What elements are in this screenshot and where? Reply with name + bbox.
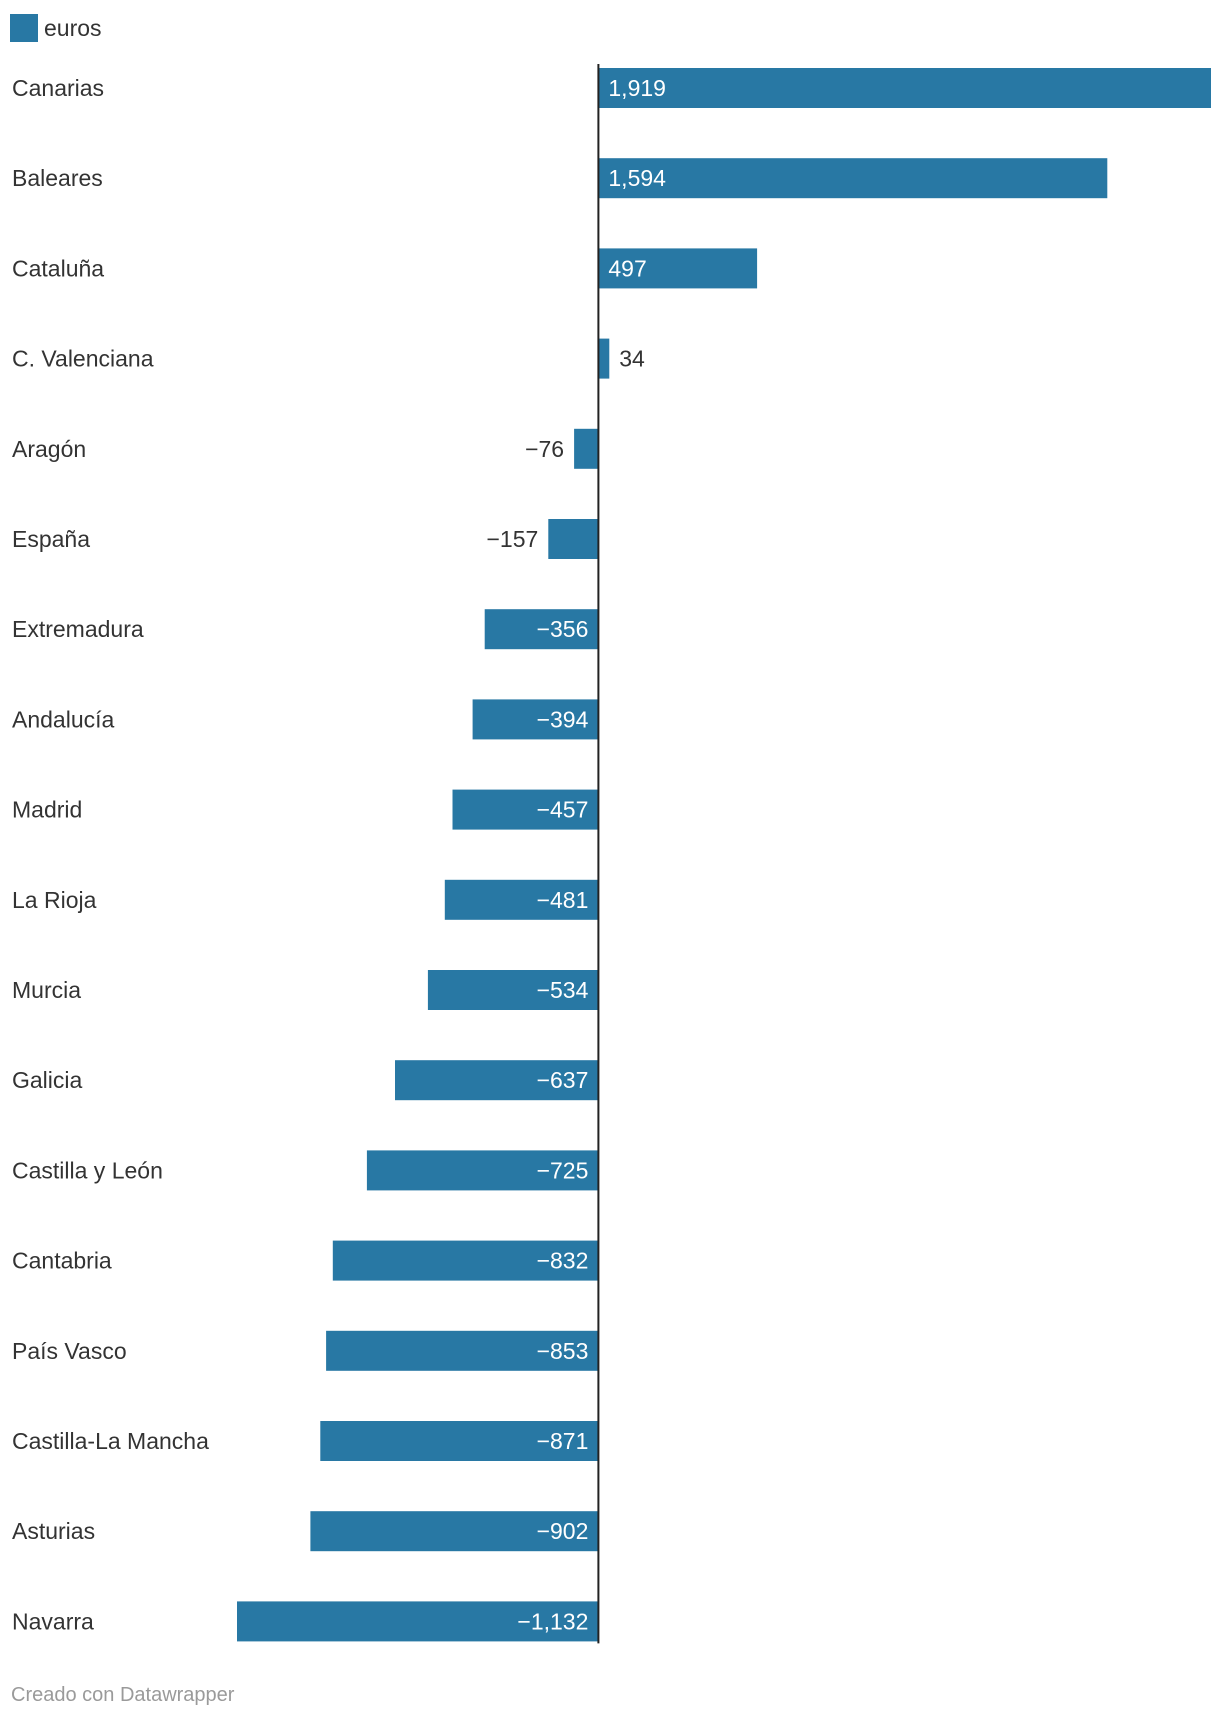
value-label-baleares: 1,594 [608,165,666,191]
bar-espana [548,519,599,559]
category-label-canarias: Canarias [12,75,104,101]
bar-galicia [395,1060,599,1101]
value-label-canarias: 1,919 [608,75,666,101]
value-label-cantabria: −832 [537,1248,589,1274]
value-label-castilla-la-mancha: −871 [537,1428,589,1454]
category-label-castilla-y-leon: Castilla y León [12,1157,163,1183]
bar-pais-vasco [326,1330,599,1371]
category-label-cataluna: Cataluña [12,255,104,281]
value-label-espana: −157 [486,526,538,552]
category-label-cantabria: Cantabria [12,1248,112,1274]
category-label-aragon: Aragón [12,436,86,462]
value-label-extremadura: −356 [537,616,589,642]
value-label-navarra: −1,132 [517,1608,588,1634]
bar-andalucia [472,699,599,740]
bar-castilla-y-leon [366,1150,599,1191]
category-label-baleares: Baleares [12,165,103,191]
bar-baleares [598,158,1108,199]
bar-aragon [574,428,599,469]
bar-canarias [598,68,1211,108]
value-label-madrid: −457 [537,797,589,823]
value-label-aragon: −76 [525,436,564,462]
bar-navarra [237,1601,599,1642]
bar-madrid [452,789,599,830]
bar-cantabria [332,1240,599,1281]
bar-cataluna [598,248,758,289]
bar-castilla-la-mancha [320,1421,599,1461]
bar-c-valenciana [598,338,610,379]
legend-label-euros: euros [44,15,102,41]
bar-extremadura [484,609,599,650]
category-labels: Canarias Baleares Cataluña C. Valenciana Ara… [12,75,209,1634]
category-label-la-rioja: La Rioja [12,887,97,913]
category-label-espana: España [12,526,90,552]
footer-credit[interactable]: Creado con Datawrapper [11,1684,235,1706]
value-labels: 1,919 1,594 497 34 −76 −157 −356 −394 −457 −481 −5… [486,75,666,1634]
value-label-galicia: −637 [537,1067,589,1093]
bar-asturias [310,1511,599,1552]
value-label-andalucia: −394 [537,706,589,732]
category-label-navarra: Navarra [12,1608,94,1634]
value-label-asturias: −902 [537,1518,589,1544]
category-label-pais-vasco: País Vasco [12,1338,127,1364]
category-label-murcia: Murcia [12,977,81,1003]
value-label-pais-vasco: −853 [537,1338,589,1364]
value-label-c-valenciana: 34 [619,346,645,372]
legend: euros [10,14,102,42]
category-label-extremadura: Extremadura [12,616,144,642]
bars [237,68,1211,1642]
bar-murcia [427,970,599,1010]
value-label-murcia: −534 [537,977,589,1003]
category-label-madrid: Madrid [12,797,82,823]
category-label-asturias: Asturias [12,1518,95,1544]
bar-la-rioja [444,879,599,920]
value-label-la-rioja: −481 [537,887,589,913]
category-label-andalucia: Andalucía [12,706,115,732]
category-label-castilla-la-mancha: Castilla-La Mancha [12,1428,209,1454]
category-label-galicia: Galicia [12,1067,83,1093]
value-label-cataluna: 497 [608,255,646,281]
category-label-c-valenciana: C. Valenciana [12,346,154,372]
legend-swatch-euros [10,14,38,42]
value-label-castilla-y-leon: −725 [537,1157,589,1183]
